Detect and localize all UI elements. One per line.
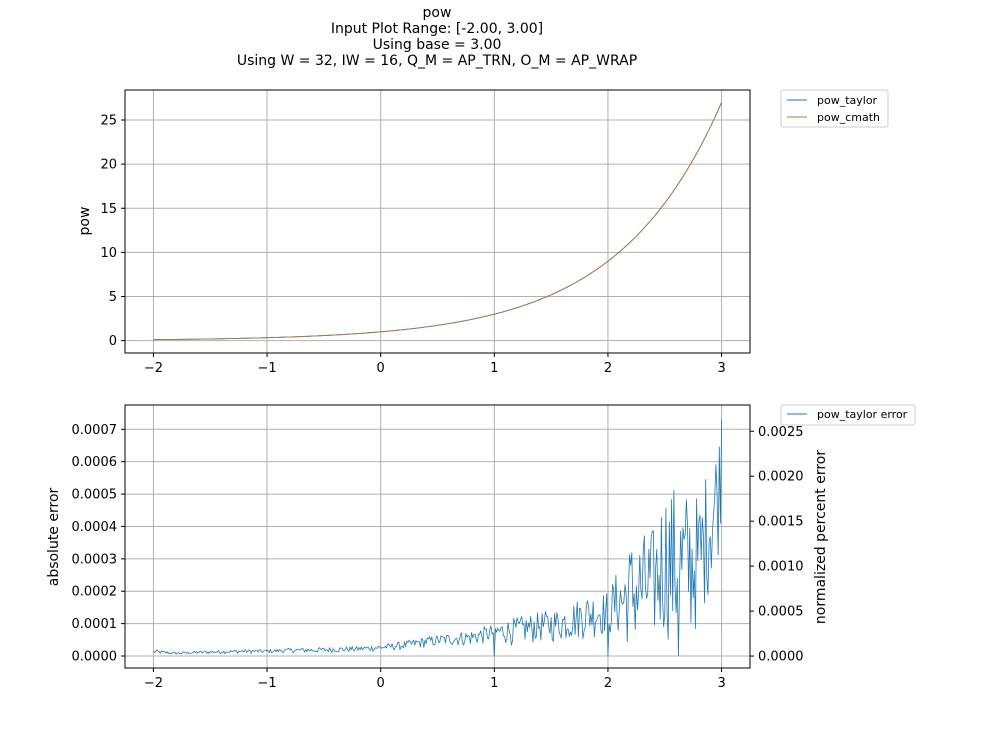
bottom-plot: −2 −1 0 1 2 3 0.0000 0.0001 0.0002 0.0003 0.0004 0.…	[46, 404, 916, 691]
top-plot-legend: pow_taylor pow_cmath	[780, 89, 889, 128]
bottom-plot-x-tick-label: 2	[604, 676, 612, 691]
series-line-pow-taylor-error	[153, 419, 722, 657]
title-line: Using base = 3.00	[373, 37, 502, 53]
title-line: Using W = 32, IW = 16, Q_M = AP_TRN, O_M…	[237, 53, 637, 69]
top-plot-x-tick-label: −1	[257, 361, 276, 376]
bottom-plot-x-tick-label: 3	[717, 676, 725, 691]
bottom-plot-right-y-tick-label: 0.0005	[758, 605, 804, 620]
top-plot-y-tick-label: 20	[100, 158, 117, 173]
series-line-pow-taylor	[153, 102, 723, 341]
top-plot-x-tick-label: 2	[604, 361, 612, 376]
bottom-plot-y-label: absolute error	[46, 487, 62, 586]
bottom-plot-y-tick-label: 0.0006	[72, 455, 118, 470]
top-plot-x-tick-label: 0	[377, 361, 385, 376]
bottom-plot-x-tick-label: 0	[377, 676, 385, 691]
bottom-plot-right-y-tick-label: 0.0025	[758, 425, 804, 440]
bottom-plot-x-tick-label: −1	[257, 676, 276, 691]
top-plot-x-tick-label: −2	[144, 361, 163, 376]
top-plot-y-tick-label: 10	[100, 246, 117, 261]
bottom-plot-y-tick-label: 0.0005	[72, 488, 118, 503]
bottom-plot-y-tick-label: 0.0001	[72, 617, 118, 632]
bottom-plot-y-tick-label: 0.0000	[72, 650, 118, 665]
bottom-plot-right-y-tick-label: 0.0020	[758, 470, 804, 485]
top-plot: −2 −1 0 1 2 3 0 5 10 15 20 25 pow pow_taylor pow_cma…	[77, 89, 889, 376]
bottom-plot-legend: pow_taylor error	[780, 404, 916, 426]
bottom-legend-box	[780, 404, 916, 426]
bottom-plot-right-y-tick-label: 0.0000	[758, 650, 804, 665]
bottom-plot-y-tick-label: 0.0004	[72, 520, 118, 535]
bottom-plot-right-y-tick-label: 0.0010	[758, 560, 804, 575]
title-line: Input Plot Range: [-2.00, 3.00]	[331, 21, 543, 37]
bottom-plot-y-tick-label: 0.0007	[72, 423, 118, 438]
top-plot-x-tick-label: 3	[717, 361, 725, 376]
top-plot-y-tick-label: 0	[109, 334, 117, 349]
top-plot-y-tick-label: 25	[100, 114, 117, 129]
legend-entry: pow_taylor	[817, 94, 878, 107]
bottom-plot-y-tick-label: 0.0002	[72, 585, 118, 600]
legend-entry: pow_taylor error	[817, 408, 908, 421]
bottom-plot-y-tick-label: 0.0003	[72, 552, 118, 567]
top-plot-y-tick-label: 5	[109, 290, 117, 305]
top-plot-frame	[124, 89, 751, 354]
top-plot-y-label: pow	[77, 207, 93, 236]
bottom-plot-right-y-tick-label: 0.0015	[758, 515, 804, 530]
top-legend-box	[780, 89, 889, 128]
top-plot-x-tick-label: 1	[490, 361, 498, 376]
bottom-plot-frame	[124, 404, 751, 669]
bottom-plot-right-y-label: normalized percent error	[813, 450, 829, 624]
title-line: pow	[423, 5, 452, 21]
top-plot-y-tick-label: 15	[100, 202, 117, 217]
series-line-pow-cmath	[153, 102, 723, 341]
bottom-plot-x-tick-label: −2	[144, 676, 163, 691]
bottom-plot-x-tick-label: 1	[490, 676, 498, 691]
legend-entry: pow_cmath	[817, 111, 880, 124]
